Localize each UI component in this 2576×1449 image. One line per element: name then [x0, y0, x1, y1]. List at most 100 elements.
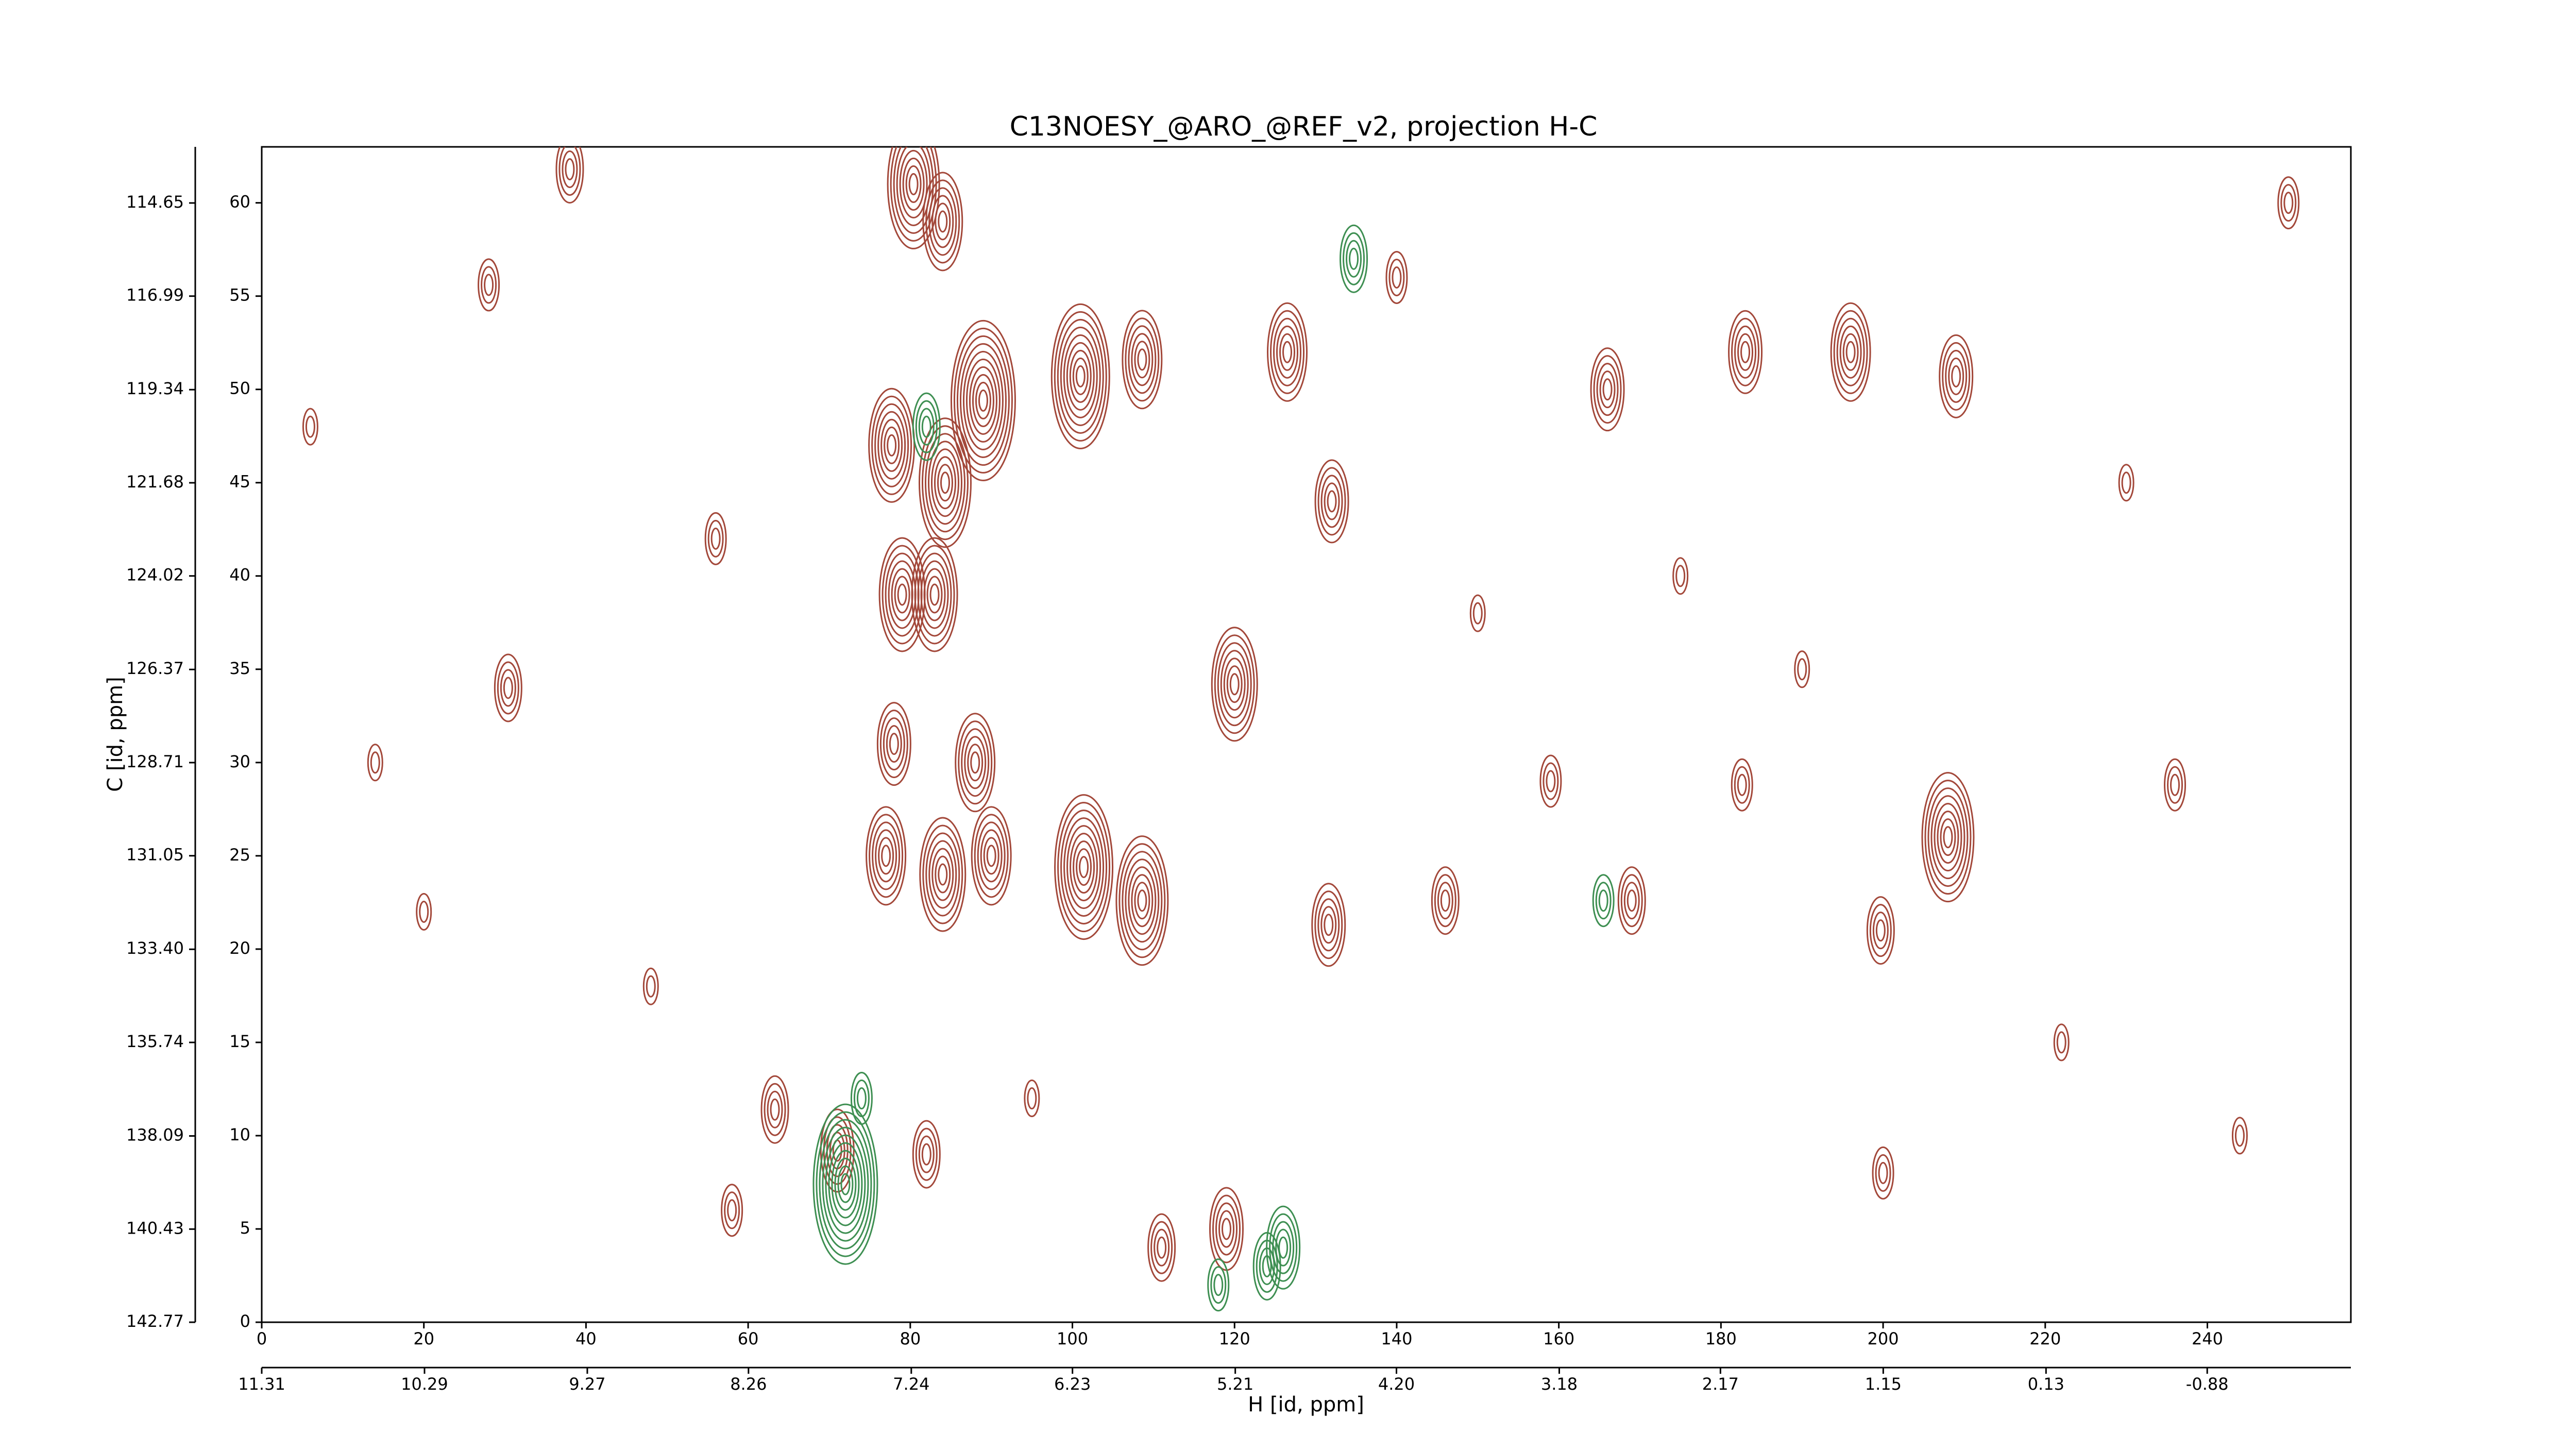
contour-line	[416, 892, 432, 931]
contour-line	[980, 829, 1003, 883]
contour-line	[1207, 1258, 1230, 1312]
contour-line	[1431, 866, 1460, 935]
contour-line	[1590, 347, 1625, 432]
contour-line	[911, 537, 958, 652]
contour-line	[930, 448, 959, 517]
contour-line	[886, 725, 902, 763]
contour-line	[1921, 772, 1975, 903]
contour-line	[1252, 1232, 1281, 1301]
x2-tick-label: 8.26	[730, 1374, 767, 1394]
contour-line	[912, 392, 941, 461]
contour-line	[935, 203, 951, 241]
contour-line	[1539, 754, 1562, 808]
contour-line	[972, 374, 994, 427]
contour-line	[1317, 898, 1340, 952]
contour-line	[1602, 378, 1613, 401]
contour-line	[1842, 333, 1859, 371]
contour-line	[707, 519, 724, 558]
contour-line	[1593, 355, 1622, 424]
contour-line	[1320, 475, 1343, 528]
contour-line	[1066, 342, 1095, 411]
x2-tick-label: 4.20	[1378, 1374, 1415, 1394]
contour-line	[370, 751, 380, 774]
contour-line	[1546, 770, 1556, 793]
contour-line	[1057, 802, 1111, 933]
contour-line	[1210, 1266, 1227, 1304]
contour-line	[876, 702, 911, 786]
y2-tick-label: 131.05	[126, 845, 184, 865]
x-axis-label: H [id, ppm]	[1248, 1393, 1364, 1417]
contour-line	[305, 415, 315, 438]
contour-line	[915, 400, 938, 453]
contour-line	[1054, 311, 1107, 442]
x-tick-label: 220	[2029, 1329, 2061, 1349]
contour-line	[1875, 919, 1886, 942]
contour-line	[986, 845, 996, 867]
contour-line	[978, 389, 988, 412]
contour-line	[1434, 874, 1456, 928]
contour-line	[1262, 1255, 1272, 1277]
contour-line	[931, 195, 954, 248]
contour-line	[899, 149, 928, 218]
y2-tick-label: 138.09	[126, 1125, 184, 1145]
contour-line	[1270, 310, 1305, 394]
x2-tick-label: 3.18	[1541, 1374, 1578, 1394]
contour-line	[1943, 826, 1953, 849]
contour-line	[1273, 317, 1302, 386]
contour-line	[555, 147, 584, 204]
contour-line	[1878, 1161, 1888, 1184]
contour-line	[1951, 365, 1961, 387]
y-tick-label: 35	[229, 659, 250, 678]
contour-line	[937, 464, 953, 502]
contour-line	[1229, 673, 1240, 696]
y-tick-label: 5	[240, 1218, 250, 1238]
contour-line	[912, 1120, 941, 1189]
contour-line	[902, 157, 925, 211]
contour-line	[922, 824, 963, 924]
contour-line	[1131, 333, 1154, 386]
contour-line	[970, 751, 980, 774]
contour-line	[2121, 471, 2131, 494]
contour-line	[2167, 766, 2183, 804]
contour-line	[1218, 1210, 1235, 1248]
contour-line	[1115, 835, 1169, 966]
contour-line	[926, 576, 943, 614]
x-tick-label: 80	[900, 1329, 921, 1349]
contour-line	[959, 343, 1007, 458]
contour-line	[1063, 334, 1098, 418]
contour-line	[1469, 594, 1486, 632]
contour-line	[879, 710, 908, 779]
contour-line	[302, 408, 318, 446]
contour-line	[868, 387, 916, 503]
contour-line	[962, 350, 1004, 450]
contour-line	[961, 728, 990, 797]
contour-line	[1437, 882, 1453, 920]
contour-line	[1324, 914, 1334, 936]
contour-line	[918, 1135, 935, 1173]
y-tick-label: 0	[240, 1311, 250, 1331]
contour-line	[922, 172, 963, 272]
contour-line	[1072, 357, 1089, 395]
contour-line	[1027, 1087, 1037, 1110]
contour-line	[1869, 904, 1892, 957]
contour-line	[825, 1134, 866, 1234]
contour-line	[896, 147, 931, 226]
contour-line	[1223, 658, 1246, 711]
contour-line	[704, 512, 727, 565]
x-tick-label: 140	[1381, 1329, 1412, 1349]
contour-line	[770, 1098, 780, 1121]
x-tick-label: 120	[1219, 1329, 1250, 1349]
contour-line	[1269, 1213, 1298, 1282]
contour-line	[975, 381, 991, 419]
contour-line	[1940, 818, 1956, 856]
contour-line	[893, 147, 934, 234]
contour-line	[1392, 266, 1402, 289]
contour-line	[881, 845, 891, 867]
contour-line	[760, 1075, 789, 1144]
contour-line	[1211, 627, 1258, 742]
contour-line	[908, 173, 919, 195]
y2-tick-label: 114.65	[126, 192, 184, 212]
contour-line	[367, 744, 383, 782]
contour-line	[1543, 762, 1559, 800]
